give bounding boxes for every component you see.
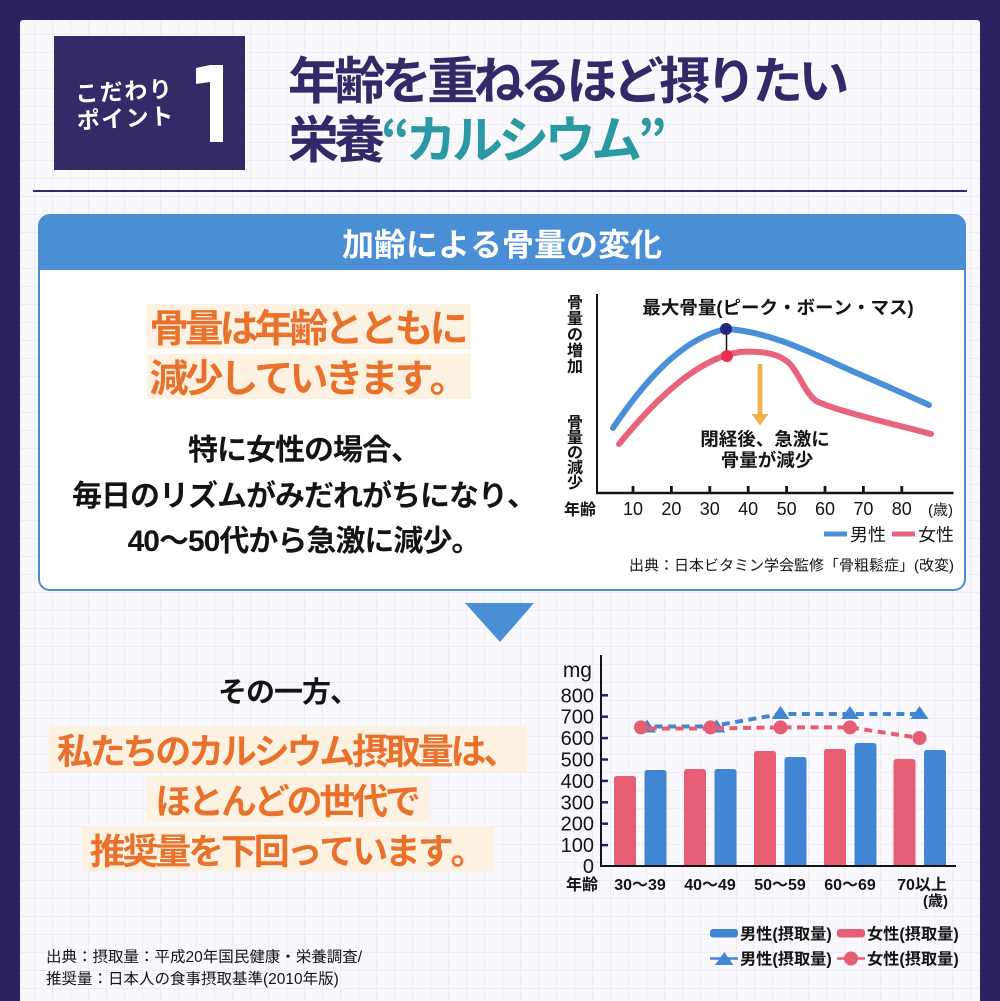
svg-text:60〜69: 60〜69 [824, 871, 876, 895]
svg-text:20: 20 [661, 495, 681, 521]
svg-text:男性: 男性 [850, 521, 886, 547]
svg-text:600: 600 [561, 722, 594, 751]
svg-text:量: 量 [567, 424, 583, 448]
svg-text:女性(摂取量): 女性(摂取量) [867, 921, 959, 945]
svg-text:200: 200 [561, 808, 594, 837]
svg-text:50: 50 [777, 495, 797, 521]
svg-text:男性(摂取量): 男性(摂取量) [740, 921, 832, 945]
svg-text:年齢: 年齢 [564, 496, 596, 520]
svg-text:400: 400 [561, 765, 594, 794]
svg-text:女性: 女性 [918, 521, 954, 547]
svg-text:10: 10 [623, 495, 643, 521]
svg-text:30: 30 [700, 495, 720, 521]
svg-text:骨: 骨 [567, 289, 583, 313]
svg-text:(歳): (歳) [923, 890, 948, 911]
svg-text:減: 減 [567, 454, 583, 478]
svg-text:最大骨量(ピーク・ボーン・マス): 最大骨量(ピーク・ボーン・マス) [642, 294, 913, 320]
svg-text:増: 増 [567, 337, 583, 361]
svg-text:骨: 骨 [567, 409, 583, 433]
svg-text:40〜49: 40〜49 [684, 871, 736, 895]
svg-text:800: 800 [561, 679, 594, 708]
svg-text:の: の [567, 321, 583, 345]
svg-text:mg: mg [563, 654, 592, 684]
svg-text:の: の [567, 439, 583, 463]
svg-text:0: 0 [583, 850, 594, 879]
svg-text:年齢: 年齢 [566, 871, 598, 895]
svg-text:少: 少 [567, 469, 583, 493]
svg-text:(歳): (歳) [928, 499, 953, 520]
svg-text:男性(摂取量): 男性(摂取量) [740, 946, 832, 970]
svg-text:100: 100 [561, 829, 594, 858]
svg-text:500: 500 [561, 744, 594, 773]
svg-text:骨量が減少: 骨量が減少 [721, 447, 814, 473]
svg-text:50〜59: 50〜59 [754, 871, 806, 895]
svg-text:70: 70 [853, 495, 873, 521]
svg-text:60: 60 [815, 495, 835, 521]
svg-text:700: 700 [561, 701, 594, 730]
svg-text:30〜39: 30〜39 [614, 871, 666, 895]
svg-text:量: 量 [567, 305, 583, 329]
svg-text:出典：日本ビタミン学会監修「骨粗鬆症」(改変): 出典：日本ビタミン学会監修「骨粗鬆症」(改変) [629, 555, 954, 576]
svg-text:女性(摂取量): 女性(摂取量) [867, 946, 959, 970]
svg-text:40: 40 [738, 495, 758, 521]
svg-text:70以上: 70以上 [897, 871, 947, 895]
svg-text:80: 80 [892, 495, 912, 521]
svg-text:閉経後、急激に: 閉経後、急激に [700, 426, 830, 452]
svg-text:300: 300 [561, 786, 594, 815]
svg-text:加: 加 [567, 353, 583, 377]
